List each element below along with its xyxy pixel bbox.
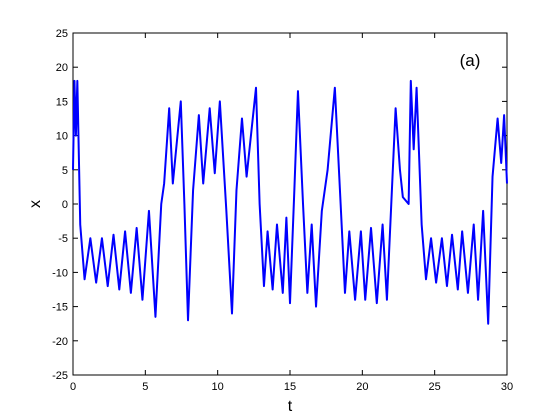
y-tick-label: 5: [62, 165, 68, 177]
x-tick-label: 25: [429, 381, 441, 393]
y-axis-label: x: [27, 200, 44, 208]
x-tick-label: 10: [212, 381, 224, 393]
x-tick-label: 20: [356, 381, 368, 393]
annotation: (a): [460, 51, 481, 70]
x-tick-label: 15: [284, 381, 296, 393]
data-line: [72, 79, 508, 325]
y-tick-label: 25: [56, 28, 68, 40]
y-tick-label: 15: [56, 96, 68, 108]
y-tick-label: 20: [56, 62, 68, 74]
y-tick-label: -20: [52, 336, 68, 348]
y-tick-label: -5: [58, 233, 68, 245]
y-tick-label: -25: [52, 370, 68, 382]
y-tick-label: -10: [52, 267, 68, 279]
plot-frame: [72, 32, 508, 376]
y-tick-label: 0: [62, 199, 68, 211]
x-axis-label: t: [288, 398, 293, 415]
x-tick-label: 30: [501, 381, 513, 393]
x-tick-label: 0: [70, 381, 76, 393]
y-tick-label: -15: [52, 302, 68, 314]
y-tick-label: 10: [56, 131, 68, 143]
x-tick-label: 5: [142, 381, 148, 393]
